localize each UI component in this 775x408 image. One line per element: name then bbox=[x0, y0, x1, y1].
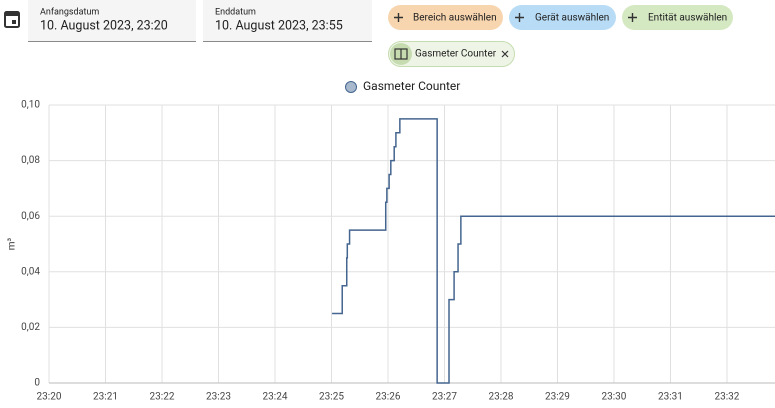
x-tick-label: 23:23 bbox=[206, 392, 231, 403]
remove-icon[interactable] bbox=[501, 50, 509, 58]
field-label: Enddatum bbox=[215, 7, 256, 17]
x-tick-label: 23:28 bbox=[489, 392, 514, 403]
field-value: 10. August 2023, 23:20 bbox=[40, 18, 168, 33]
entity-chip[interactable]: Entität auswählen bbox=[622, 5, 733, 30]
y-tick-label: 0 bbox=[34, 378, 40, 389]
device-chip[interactable]: Gerät auswählen bbox=[509, 5, 616, 30]
chip-label: Entität auswählen bbox=[648, 13, 727, 24]
y-tick-label: 0,06 bbox=[21, 211, 40, 222]
area-chip[interactable]: Bereich auswählen bbox=[388, 5, 503, 30]
x-tick-label: 23:32 bbox=[715, 392, 740, 403]
y-tick-label: 0,04 bbox=[21, 266, 40, 277]
y-axis-label: m³ bbox=[7, 237, 18, 250]
selected-entity-chip[interactable]: Gasmeter Counter bbox=[388, 41, 515, 67]
chip-label: Gasmeter Counter bbox=[415, 49, 497, 60]
y-tick-label: 0,08 bbox=[21, 155, 40, 166]
x-tick-label: 23:20 bbox=[37, 392, 62, 403]
y-tick-label: 0,10 bbox=[21, 100, 40, 111]
end-date-field[interactable]: Enddatum 10. August 2023, 23:55 bbox=[203, 0, 372, 42]
field-value: 10. August 2023, 23:55 bbox=[215, 18, 343, 33]
y-tick-label: 0,02 bbox=[21, 322, 40, 333]
x-tick-label: 23:21 bbox=[93, 392, 118, 403]
start-date-field[interactable]: Anfangsdatum 10. August 2023, 23:20 bbox=[28, 0, 196, 42]
x-tick-label: 23:29 bbox=[545, 392, 570, 403]
x-tick-label: 23:27 bbox=[432, 392, 457, 403]
chip-label: Gerät auswählen bbox=[535, 13, 609, 24]
chip-label: Bereich auswählen bbox=[413, 13, 497, 24]
x-tick-label: 23:31 bbox=[658, 392, 683, 403]
x-tick-label: 23:24 bbox=[263, 392, 288, 403]
calendar-icon[interactable] bbox=[4, 11, 20, 28]
legend-label: Gasmeter Counter bbox=[363, 79, 460, 93]
x-tick-label: 23:30 bbox=[602, 392, 627, 403]
series-line bbox=[332, 118, 775, 384]
legend-marker bbox=[345, 81, 357, 93]
x-tick-label: 23:25 bbox=[319, 392, 344, 403]
x-tick-label: 23:26 bbox=[376, 392, 401, 403]
x-tick-label: 23:22 bbox=[150, 392, 175, 403]
chart: 0 0,02 0,04 0,06 0,08 0,10 23:20 23:21 23:22 23:2… bbox=[7, 79, 775, 403]
field-label: Anfangsdatum bbox=[40, 7, 99, 17]
